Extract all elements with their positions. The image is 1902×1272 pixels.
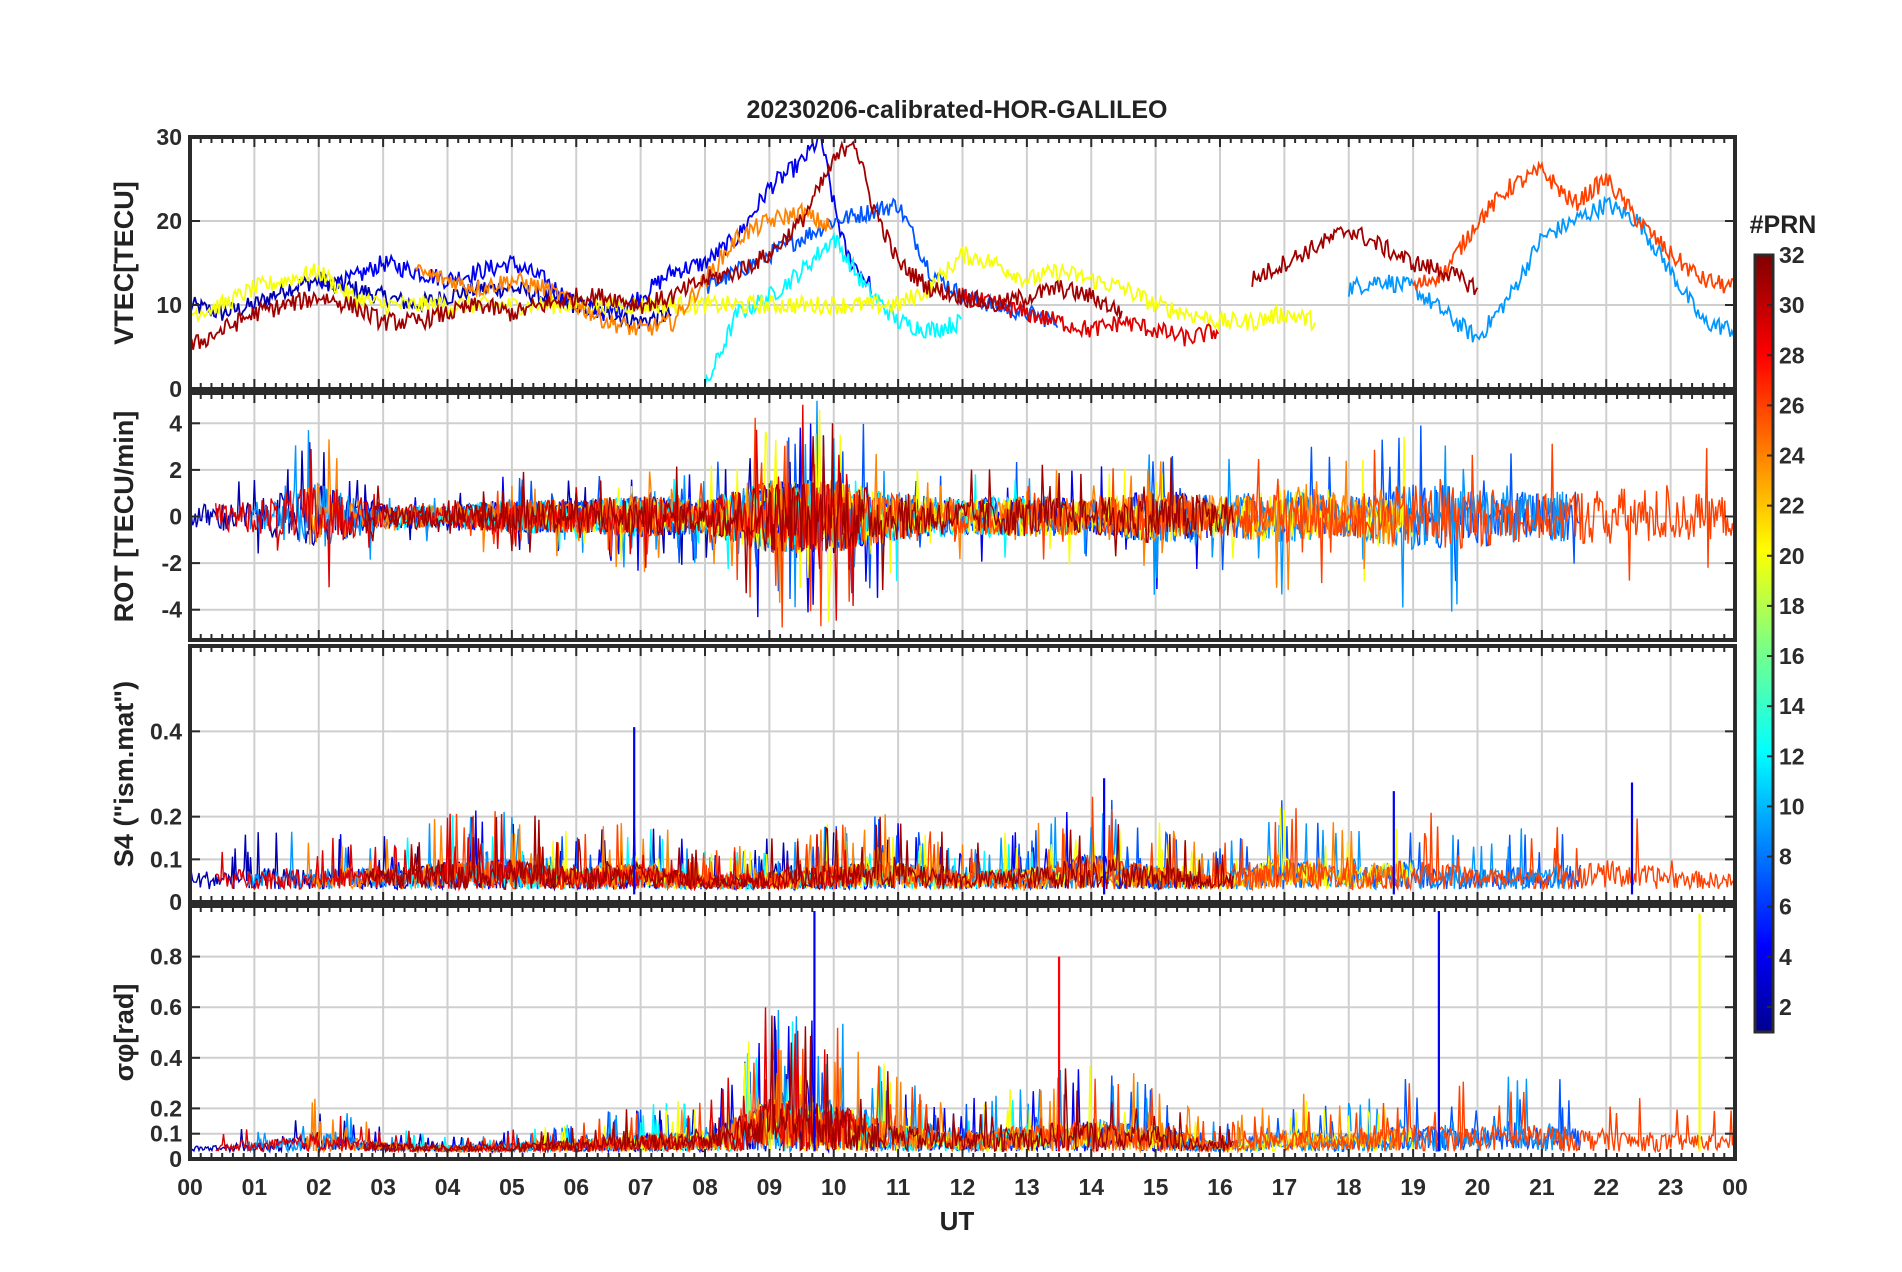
series-line-prn-4 xyxy=(317,137,872,321)
colorbar-tick-label: 32 xyxy=(1779,242,1805,268)
x-tick-label: 13 xyxy=(1014,1174,1040,1200)
x-tick-label: 12 xyxy=(950,1174,976,1200)
x-tick-label: 04 xyxy=(435,1174,461,1200)
series-line-prn-24 xyxy=(414,201,833,336)
plot-area-vtec xyxy=(190,137,1735,387)
x-tick-label: 06 xyxy=(563,1174,589,1200)
panel-rot: -4 -2 0 2 4 ROT [TECU/min] xyxy=(109,391,1737,642)
y-tick-label: 2 xyxy=(169,457,182,483)
x-tick-label: 11 xyxy=(886,1174,911,1200)
colorbar-tick-label: 26 xyxy=(1779,392,1805,418)
panel-s4: 0 0.1 0.2 0.4 S4 ("ism.mat") xyxy=(109,644,1737,915)
colorbar-tick-label: 20 xyxy=(1779,543,1805,569)
series-line-prn-29 xyxy=(215,1007,861,1154)
x-tick-label: 23 xyxy=(1658,1174,1684,1200)
panel-vtec: 0 10 20 30 VTEC[TECU] xyxy=(109,124,1737,402)
series-line-prn-29 xyxy=(215,404,861,621)
colorbar-tick-label: 10 xyxy=(1779,793,1805,819)
colorbar-tick-label: 2 xyxy=(1779,994,1792,1020)
x-tick-label: 15 xyxy=(1143,1174,1169,1200)
series-line-prn-31 xyxy=(363,423,1234,594)
colorbar-tick-label: 18 xyxy=(1779,593,1805,619)
y-tick-label: -2 xyxy=(162,550,182,576)
colorbar-gradient xyxy=(1753,253,1775,1034)
y-axis-label-s4: S4 ("ism.mat") xyxy=(109,681,139,867)
colorbar-tick-label: 30 xyxy=(1779,292,1805,318)
x-tick-label: 10 xyxy=(821,1174,847,1200)
y-tick-label: 20 xyxy=(156,208,182,234)
y-tick-label: 0.1 xyxy=(150,1121,182,1147)
y-tick-label: 0 xyxy=(169,504,182,530)
colorbar-tick-label: 6 xyxy=(1779,894,1792,920)
x-tick-label: 00 xyxy=(1722,1174,1748,1200)
x-tick-label: 19 xyxy=(1400,1174,1426,1200)
x-tick-label: 22 xyxy=(1593,1174,1619,1200)
x-tick-label: 08 xyxy=(692,1174,718,1200)
x-tick-label: 16 xyxy=(1207,1174,1233,1200)
y-tick-label: 0.1 xyxy=(150,846,182,872)
x-tick-label: 09 xyxy=(757,1174,783,1200)
y-tick-label: 0.4 xyxy=(150,718,182,744)
y-axis-label-rot: ROT [TECU/min] xyxy=(109,411,139,622)
series-line-prn-31 xyxy=(363,1015,1234,1154)
colorbar-tick-label: 24 xyxy=(1779,443,1805,469)
plot-area-s4 xyxy=(190,727,1735,895)
plot-area-sigma_phi xyxy=(190,911,1735,1155)
series-line-prn-31 xyxy=(1251,225,1479,296)
y-tick-label: 0 xyxy=(169,889,182,915)
x-tick-label: 20 xyxy=(1465,1174,1491,1200)
x-tick-label: 14 xyxy=(1078,1174,1104,1200)
x-tick-label: 00 xyxy=(177,1174,203,1200)
plot-area-rot xyxy=(190,400,1735,628)
x-tick-label: 02 xyxy=(306,1174,332,1200)
y-tick-label: 0 xyxy=(169,1146,182,1172)
y-tick-label: 0.2 xyxy=(150,804,182,830)
y-tick-label: 0.4 xyxy=(150,1045,182,1071)
y-tick-label: 10 xyxy=(156,292,182,318)
x-axis: 00 01 02 03 04 05 06 07 08 09 10 11 12 13 14 15 16 17 18 19… xyxy=(177,1174,1748,1200)
y-tick-label: 0.6 xyxy=(150,994,182,1020)
x-tick-label: 01 xyxy=(242,1174,268,1200)
y-axis-label-vtec: VTEC[TECU] xyxy=(109,181,139,345)
x-tick-label: 18 xyxy=(1336,1174,1362,1200)
x-tick-label: 05 xyxy=(499,1174,525,1200)
colorbar-tick-label: 8 xyxy=(1779,844,1792,870)
series-line-prn-26 xyxy=(1412,160,1735,294)
colorbar-label: #PRN xyxy=(1750,211,1817,239)
x-axis-label: UT xyxy=(940,1206,975,1236)
y-tick-label: 0.8 xyxy=(150,944,182,970)
series-line-prn-26 xyxy=(453,1027,1735,1154)
y-tick-label: -4 xyxy=(162,597,183,623)
x-tick-label: 07 xyxy=(628,1174,654,1200)
x-tick-label: 21 xyxy=(1529,1174,1555,1200)
y-tick-label: 4 xyxy=(169,410,182,436)
y-tick-label: 0.2 xyxy=(150,1095,182,1121)
series-line-prn-26 xyxy=(453,796,1735,892)
colorbar-tick-label: 14 xyxy=(1779,693,1805,719)
y-axis-label-sigma_phi: σφ[rad] xyxy=(109,984,139,1082)
y-tick-label: 30 xyxy=(156,124,182,150)
series-line-prn-20 xyxy=(190,246,1316,333)
series-line-prn-29 xyxy=(961,287,1220,347)
colorbar-tick-label: 16 xyxy=(1779,643,1805,669)
y-tick-label: 0 xyxy=(169,376,182,402)
series-line-prn-31 xyxy=(363,815,1234,892)
series-line-prn-31 xyxy=(190,140,1123,350)
colorbar-tick-label: 4 xyxy=(1779,944,1792,970)
figure-title: 20230206-calibrated-HOR-GALILEO xyxy=(747,96,1168,124)
colorbar-tick-label: 28 xyxy=(1779,342,1805,368)
x-tick-label: 03 xyxy=(370,1174,396,1200)
colorbar-tick-label: 12 xyxy=(1779,743,1805,769)
panel-sigma_phi: 00.10.2 0.4 0.6 0.8 σφ[rad] xyxy=(109,904,1737,1172)
colorbar-tick-label: 22 xyxy=(1779,493,1805,519)
x-tick-label: 17 xyxy=(1272,1174,1298,1200)
